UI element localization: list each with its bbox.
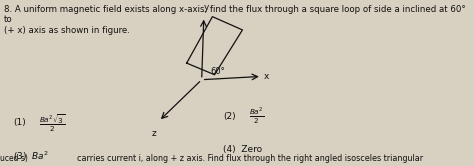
- Text: 60°: 60°: [210, 67, 225, 76]
- Text: carries current i, along + z axis. Find flux through the right angled isosceles : carries current i, along + z axis. Find …: [77, 154, 423, 163]
- Text: (2): (2): [223, 112, 236, 121]
- Text: $\frac{Ba^2}{2}$: $\frac{Ba^2}{2}$: [249, 106, 264, 126]
- Text: (4)  Zero: (4) Zero: [223, 145, 262, 154]
- Text: uced s): uced s): [0, 154, 28, 163]
- Text: $\frac{Ba^2\sqrt{3}}{2}$: $\frac{Ba^2\sqrt{3}}{2}$: [38, 112, 65, 134]
- Text: (1): (1): [13, 118, 26, 127]
- Text: z: z: [152, 129, 157, 138]
- Text: (3)  $Ba^2$: (3) $Ba^2$: [13, 149, 49, 163]
- Text: x: x: [264, 72, 269, 81]
- Text: y: y: [203, 3, 209, 12]
- Text: 8. A uniform magnetic field exists along x-axis, find the flux through a square : 8. A uniform magnetic field exists along…: [4, 5, 466, 35]
